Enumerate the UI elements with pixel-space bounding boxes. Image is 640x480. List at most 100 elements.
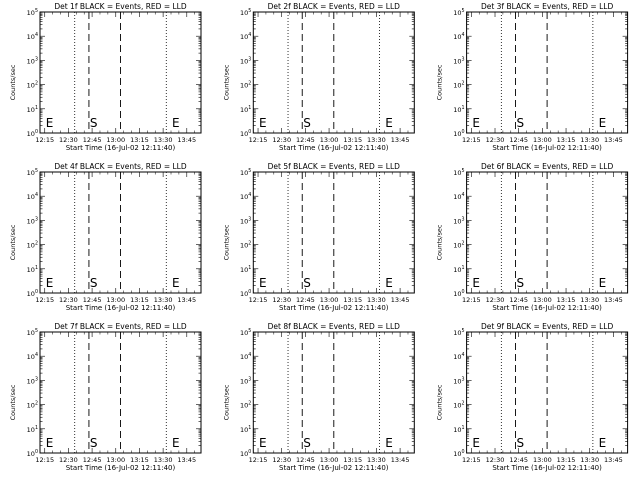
- y-tick-label: 102: [240, 241, 251, 250]
- marker-s: S: [303, 436, 311, 450]
- y-tick-label: 104: [453, 192, 464, 201]
- panel-title: Det 6f BLACK = Events, RED = LLD: [481, 162, 614, 171]
- x-tick-label: 13:45: [604, 136, 623, 144]
- x-tick-label: 13:15: [557, 296, 576, 304]
- y-tick-label: 102: [453, 401, 464, 410]
- marker-e: E: [46, 116, 54, 130]
- marker-e: E: [385, 116, 393, 130]
- marker-s: S: [517, 116, 525, 130]
- x-tick-label: 13:15: [130, 296, 149, 304]
- marker-s: S: [517, 436, 525, 450]
- x-tick-label: 13:15: [343, 296, 362, 304]
- x-tick-label: 13:00: [106, 136, 125, 144]
- y-tick-label: 101: [453, 265, 464, 274]
- y-tick-label: 103: [240, 216, 251, 225]
- y-tick-label: 101: [240, 265, 251, 274]
- y-tick-label: 102: [27, 241, 38, 250]
- y-tick-label: 105: [240, 8, 251, 17]
- y-tick-label: 100: [453, 129, 464, 138]
- x-tick-label: 13:15: [130, 456, 149, 464]
- x-tick-label: 13:00: [320, 136, 339, 144]
- y-tick-label: 103: [240, 376, 251, 385]
- panel-7: Det 7f BLACK = Events, RED = LLD 100 101 10…: [9, 322, 202, 472]
- x-tick-label: 13:00: [533, 456, 552, 464]
- x-axis-label: Start Time (16-Jul-02 12:11:40): [492, 464, 602, 472]
- y-tick-label: 104: [453, 352, 464, 361]
- panel-title: Det 1f BLACK = Events, RED = LLD: [54, 2, 187, 11]
- x-tick-label: 13:45: [391, 456, 410, 464]
- y-tick-label: 102: [240, 81, 251, 90]
- marker-e: E: [385, 276, 393, 290]
- x-tick-label: 13:00: [320, 296, 339, 304]
- marker-e: E: [259, 116, 267, 130]
- x-tick-label: 12:45: [296, 136, 315, 144]
- x-tick-label: 13:30: [580, 296, 599, 304]
- y-tick-label: 101: [453, 105, 464, 114]
- marker-s: S: [517, 276, 525, 290]
- y-tick-label: 100: [453, 449, 464, 458]
- marker-e: E: [172, 276, 180, 290]
- x-tick-label: 13:45: [177, 296, 196, 304]
- y-tick-label: 105: [27, 168, 38, 177]
- x-axis-label: Start Time (16-Jul-02 12:11:40): [66, 464, 176, 472]
- y-tick-label: 101: [240, 425, 251, 434]
- x-tick-label: 12:15: [35, 136, 54, 144]
- y-tick-label: 102: [240, 401, 251, 410]
- y-axis-label: Counts/sec: [436, 64, 444, 100]
- panel-5: Det 5f BLACK = Events, RED = LLD 100 101 10…: [222, 162, 415, 312]
- x-tick-label: 13:00: [106, 456, 125, 464]
- x-tick-label: 12:30: [272, 136, 291, 144]
- y-axis-label: Counts/sec: [9, 224, 17, 260]
- y-tick-label: 102: [27, 81, 38, 90]
- x-axis-label: Start Time (16-Jul-02 12:11:40): [492, 144, 602, 152]
- marker-e: E: [46, 436, 54, 450]
- x-tick-label: 13:45: [391, 296, 410, 304]
- x-tick-label: 12:15: [35, 296, 54, 304]
- x-tick-label: 12:30: [59, 456, 78, 464]
- panel-6: Det 6f BLACK = Events, RED = LLD 100 101 10…: [436, 162, 629, 312]
- y-tick-label: 100: [240, 289, 251, 298]
- x-tick-label: 12:15: [462, 456, 481, 464]
- marker-e: E: [599, 116, 607, 130]
- x-tick-label: 13:15: [343, 456, 362, 464]
- y-tick-label: 104: [453, 32, 464, 41]
- y-tick-label: 105: [240, 168, 251, 177]
- y-tick-label: 103: [27, 376, 38, 385]
- x-axis-label: Start Time (16-Jul-02 12:11:40): [279, 144, 389, 152]
- y-tick-label: 105: [453, 168, 464, 177]
- x-tick-label: 12:30: [59, 296, 78, 304]
- x-tick-label: 13:15: [343, 136, 362, 144]
- x-tick-label: 13:30: [580, 136, 599, 144]
- marker-e: E: [46, 276, 54, 290]
- x-tick-label: 13:45: [177, 136, 196, 144]
- x-axis-label: Start Time (16-Jul-02 12:11:40): [279, 464, 389, 472]
- x-tick-label: 13:45: [604, 456, 623, 464]
- x-tick-label: 12:15: [462, 136, 481, 144]
- y-axis-label: Counts/sec: [222, 224, 230, 260]
- x-tick-label: 12:30: [486, 136, 505, 144]
- marker-e: E: [599, 436, 607, 450]
- panel-title: Det 8f BLACK = Events, RED = LLD: [268, 322, 401, 331]
- x-tick-label: 12:45: [509, 456, 528, 464]
- x-tick-label: 13:45: [391, 136, 410, 144]
- y-tick-label: 105: [453, 328, 464, 337]
- y-tick-label: 100: [453, 289, 464, 298]
- y-tick-label: 104: [27, 352, 38, 361]
- x-tick-label: 13:00: [533, 136, 552, 144]
- x-tick-label: 12:15: [249, 456, 268, 464]
- x-axis-label: Start Time (16-Jul-02 12:11:40): [66, 144, 176, 152]
- x-tick-label: 13:30: [154, 136, 173, 144]
- x-tick-label: 12:15: [249, 136, 268, 144]
- marker-e: E: [472, 276, 480, 290]
- x-tick-label: 13:15: [557, 456, 576, 464]
- x-tick-label: 13:45: [177, 456, 196, 464]
- x-tick-label: 12:30: [272, 296, 291, 304]
- panel-4: Det 4f BLACK = Events, RED = LLD 100 101 10…: [9, 162, 202, 312]
- panel-2: Det 2f BLACK = Events, RED = LLD 100 101 10…: [222, 2, 415, 152]
- x-tick-label: 13:15: [557, 136, 576, 144]
- y-axis-label: Counts/sec: [222, 64, 230, 100]
- y-tick-label: 101: [453, 425, 464, 434]
- marker-s: S: [303, 116, 311, 130]
- panel-title: Det 4f BLACK = Events, RED = LLD: [54, 162, 187, 171]
